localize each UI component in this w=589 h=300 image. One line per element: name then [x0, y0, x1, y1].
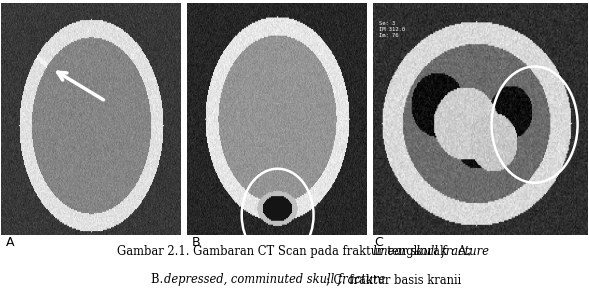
Text: ;: ;	[468, 244, 472, 257]
Text: depressed, comminuted skull fracture: depressed, comminuted skull fracture	[164, 273, 385, 286]
Text: Gambar 2.1. Gambaran CT Scan pada fraktur tengkorak : A.: Gambar 2.1. Gambaran CT Scan pada fraktu…	[117, 244, 474, 257]
Text: B: B	[191, 236, 200, 248]
Text: Se: 3
IM 312.0
Im: 76: Se: 3 IM 312.0 Im: 76	[379, 21, 405, 38]
Text: ; C. fraktur basis kranii: ; C. fraktur basis kranii	[326, 273, 461, 286]
Text: C: C	[374, 236, 383, 248]
Text: B.: B.	[151, 273, 166, 286]
Text: linear skull fracture: linear skull fracture	[373, 244, 489, 257]
Text: A: A	[6, 236, 14, 248]
